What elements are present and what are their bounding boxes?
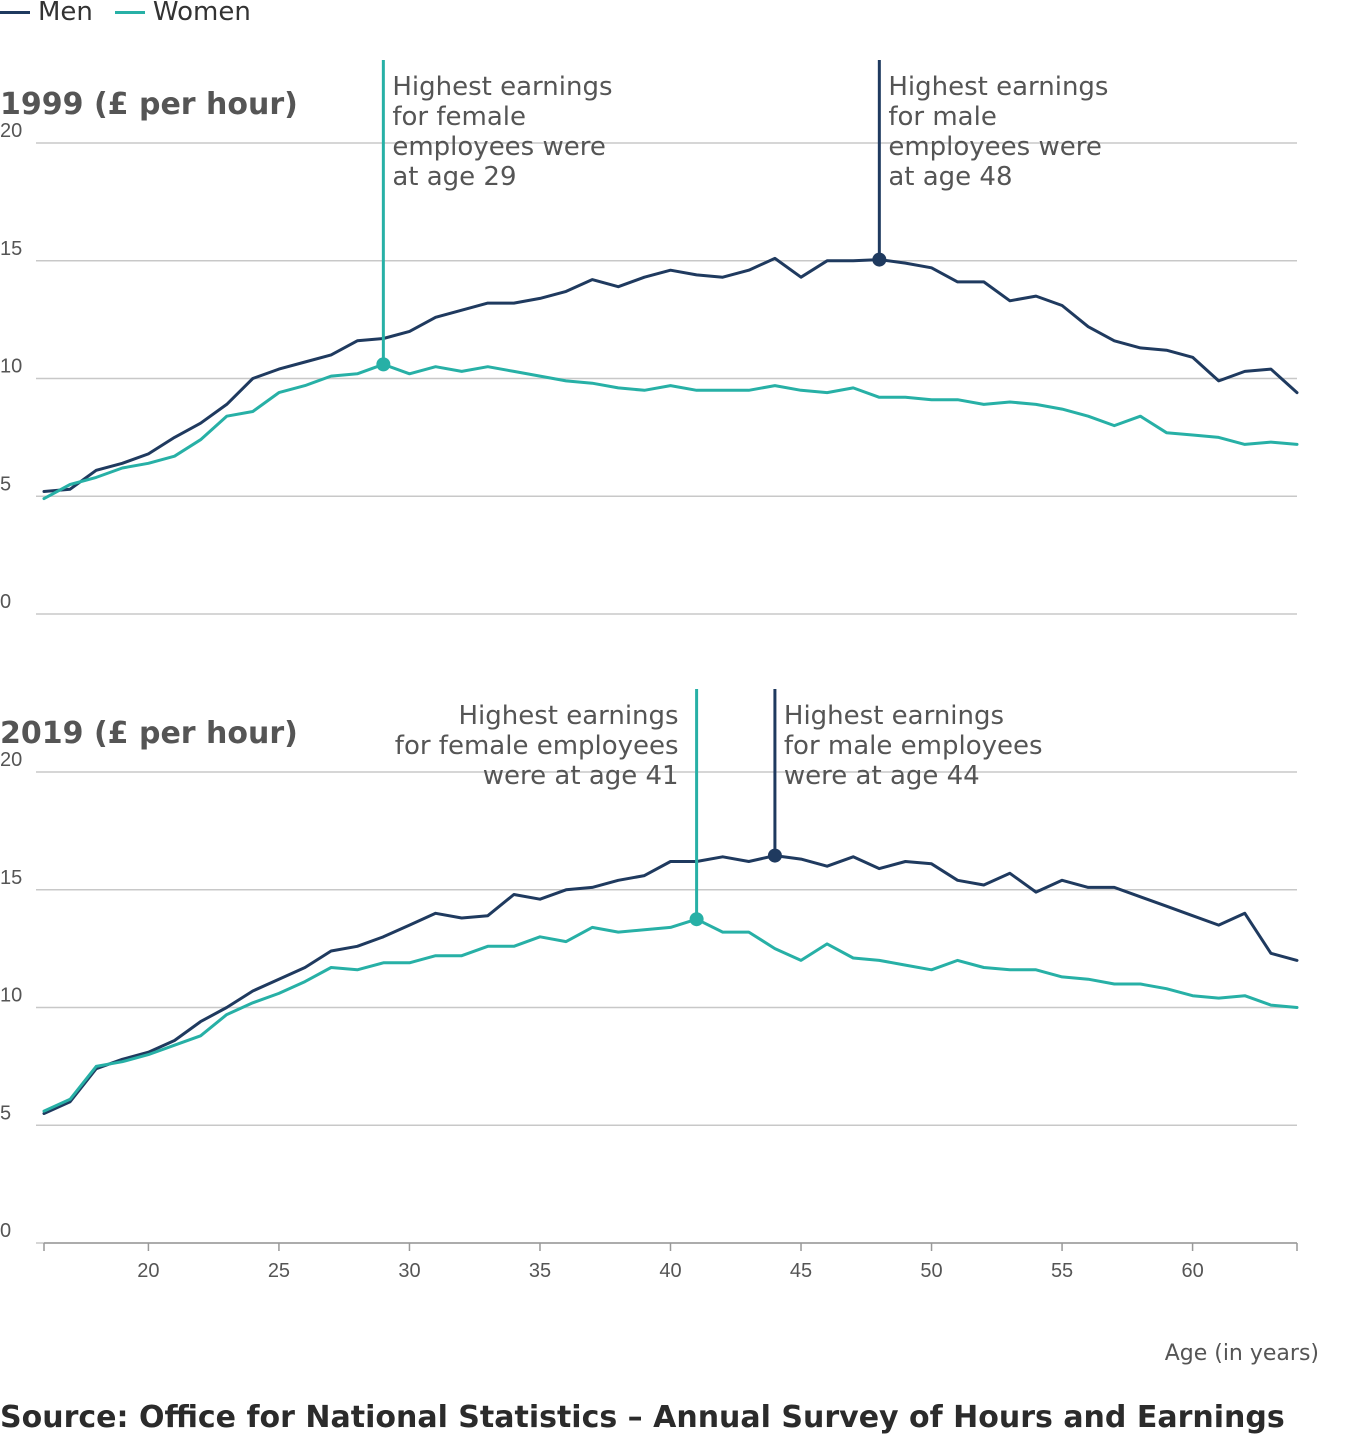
y-tick-label: 5: [0, 1102, 11, 1124]
x-tick-label: 40: [659, 1260, 681, 1282]
series-line-women: [42, 917, 1299, 1113]
y-tick-label: 10: [0, 356, 22, 378]
x-axis: 20 25 30 35 40 45 50 55 60 Age (in years): [43, 1242, 1319, 1366]
y-tick-label: 0: [0, 1220, 11, 1242]
y-tick-label: 20: [0, 120, 22, 142]
x-tick-label: 50: [920, 1260, 942, 1282]
series-line-men: [42, 256, 1299, 493]
x-tick-label: 60: [1181, 1260, 1203, 1282]
x-tick-label: 45: [790, 1260, 812, 1282]
x-tick-label: 25: [268, 1260, 290, 1282]
legend-swatch-women: [114, 10, 145, 14]
x-tick-label: 20: [137, 1260, 159, 1282]
y-tick-label: 15: [0, 867, 22, 889]
y-tick-label: 10: [0, 985, 22, 1007]
source-note: Source: Office for National Statistics –…: [0, 1400, 1285, 1435]
legend: Men Women: [0, 0, 273, 30]
legend-swatch-men: [0, 10, 30, 14]
panel-title: 2019 (£ per hour): [0, 716, 298, 751]
y-tick-label: 20: [0, 749, 22, 771]
annotation-text-women: Highest earnings for female employees were…: [395, 701, 679, 791]
x-axis-label: Age (in years): [1165, 1341, 1319, 1366]
legend-item-men[interactable]: Men: [0, 0, 93, 27]
x-tick-label: 30: [398, 1260, 420, 1282]
annotation-text-men: Highest earnings for male employees were at…: [888, 72, 1108, 192]
y-tick-label: 15: [0, 238, 22, 260]
y-tick-label: 0: [0, 591, 11, 613]
x-tick-label: 55: [1051, 1260, 1073, 1282]
legend-label-men: Men: [38, 0, 93, 27]
y-tick-label: 5: [0, 473, 11, 495]
annotation-text-men: Highest earnings for male employees were a…: [784, 701, 1043, 791]
x-tick-label: 35: [529, 1260, 551, 1282]
peak-marker-men: [872, 252, 887, 267]
legend-item-women[interactable]: Women: [114, 0, 251, 27]
peak-marker-women: [689, 912, 704, 927]
series-line-women: [42, 362, 1299, 501]
series-line-men: [42, 854, 1299, 1115]
peak-marker-men: [767, 848, 782, 863]
legend-label-women: Women: [152, 0, 251, 27]
chart-panel-2019: 2019 (£ per hour) 0 5 10 15 20 Highest earning…: [0, 689, 1299, 1244]
chart-panel-1999: 1999 (£ per hour) 0 5 10 15 20 Highest earning…: [0, 60, 1299, 615]
panel-title: 1999 (£ per hour): [0, 87, 298, 122]
annotation-text-women: Highest earnings for female employees were…: [392, 72, 612, 192]
peak-marker-women: [376, 357, 391, 372]
